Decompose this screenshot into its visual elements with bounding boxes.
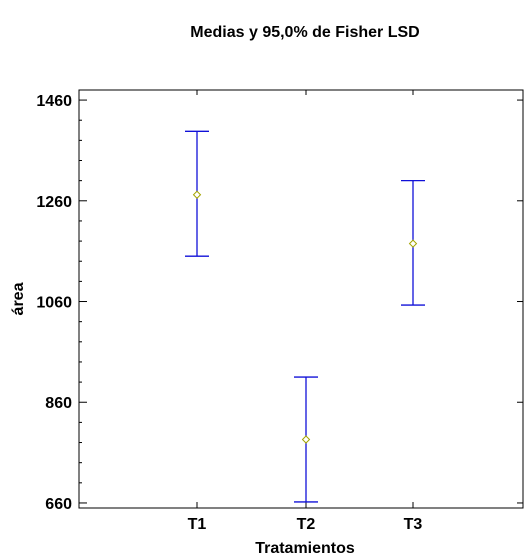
interval-series: [185, 131, 425, 502]
chart-title: Medias y 95,0% de Fisher LSD: [190, 24, 419, 41]
x-axis-label: Tratamientos: [255, 540, 355, 557]
mean-marker: [410, 240, 417, 247]
y-axis-label: área: [10, 282, 27, 315]
x-tick-label: T3: [404, 516, 423, 533]
y-axis: 660 860 1060 1260 1460: [36, 93, 523, 513]
y-tick-label: 860: [45, 395, 72, 412]
mean-marker: [303, 436, 310, 443]
plot-frame: [79, 90, 523, 508]
x-tick-label: T2: [297, 516, 316, 533]
x-axis: T1 T2 T3: [188, 90, 423, 533]
y-tick-label: 1460: [36, 93, 72, 110]
y-tick-label: 1260: [36, 194, 72, 211]
x-tick-label: T1: [188, 516, 207, 533]
mean-marker: [194, 191, 201, 198]
y-tick-label: 660: [45, 496, 72, 513]
y-tick-label: 1060: [36, 295, 72, 312]
